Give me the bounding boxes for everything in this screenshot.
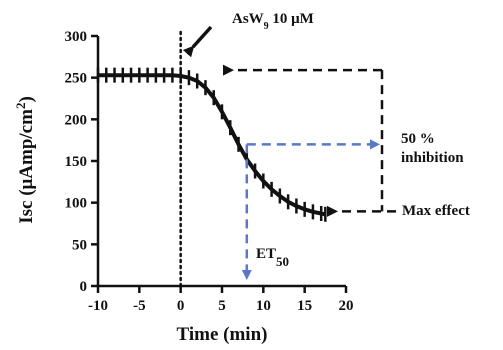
y-tick-label: 100 [65,196,88,212]
x-axis-title: Time (min) [177,324,268,345]
drug-annotation-sub: 9 [264,21,269,32]
annotation-guides [182,25,396,280]
x-tick-label: 5 [218,298,226,314]
y-tick-label: 250 [65,71,88,87]
y-axis-title: Isc (μAmp/cm2) [13,96,38,224]
error-bars [96,67,327,222]
inhibition-annotation-line2: inhibition [401,150,464,166]
y-tick-label: 50 [72,237,87,253]
x-tick-label: -5 [133,298,146,314]
y-tick-label: 150 [65,154,88,170]
series-line [98,73,326,217]
inhibition-annotation-line1: 50 % [401,131,435,147]
x-tick-label: 0 [177,298,185,314]
drug-annotation: AsW9 10 μM [232,11,314,32]
y-axis-title-main: Isc (μAmp/cm [16,109,37,224]
y-axis-title-sup: 2 [13,103,28,110]
y-tick-label: 200 [65,112,88,128]
et50-annotation-main: ET [256,246,276,262]
y-tick-label: 0 [80,279,88,295]
y-tick-label: 300 [65,29,88,45]
x-tick-label: 20 [339,298,354,314]
et50-annotation: ET50 [256,246,289,269]
drug-annotation-tail: 10 μM [269,11,314,27]
max-effect-annotation: Max effect [402,203,470,219]
x-tick-label: 10 [256,298,271,314]
et50-annotation-sub: 50 [276,254,289,269]
drug-annotation-main: AsW [232,11,264,27]
y-axis-title-tail: ) [16,96,37,102]
drug-arrow [182,25,213,58]
x-tick-label: 15 [297,298,312,314]
x-tick-label: -10 [88,298,108,314]
